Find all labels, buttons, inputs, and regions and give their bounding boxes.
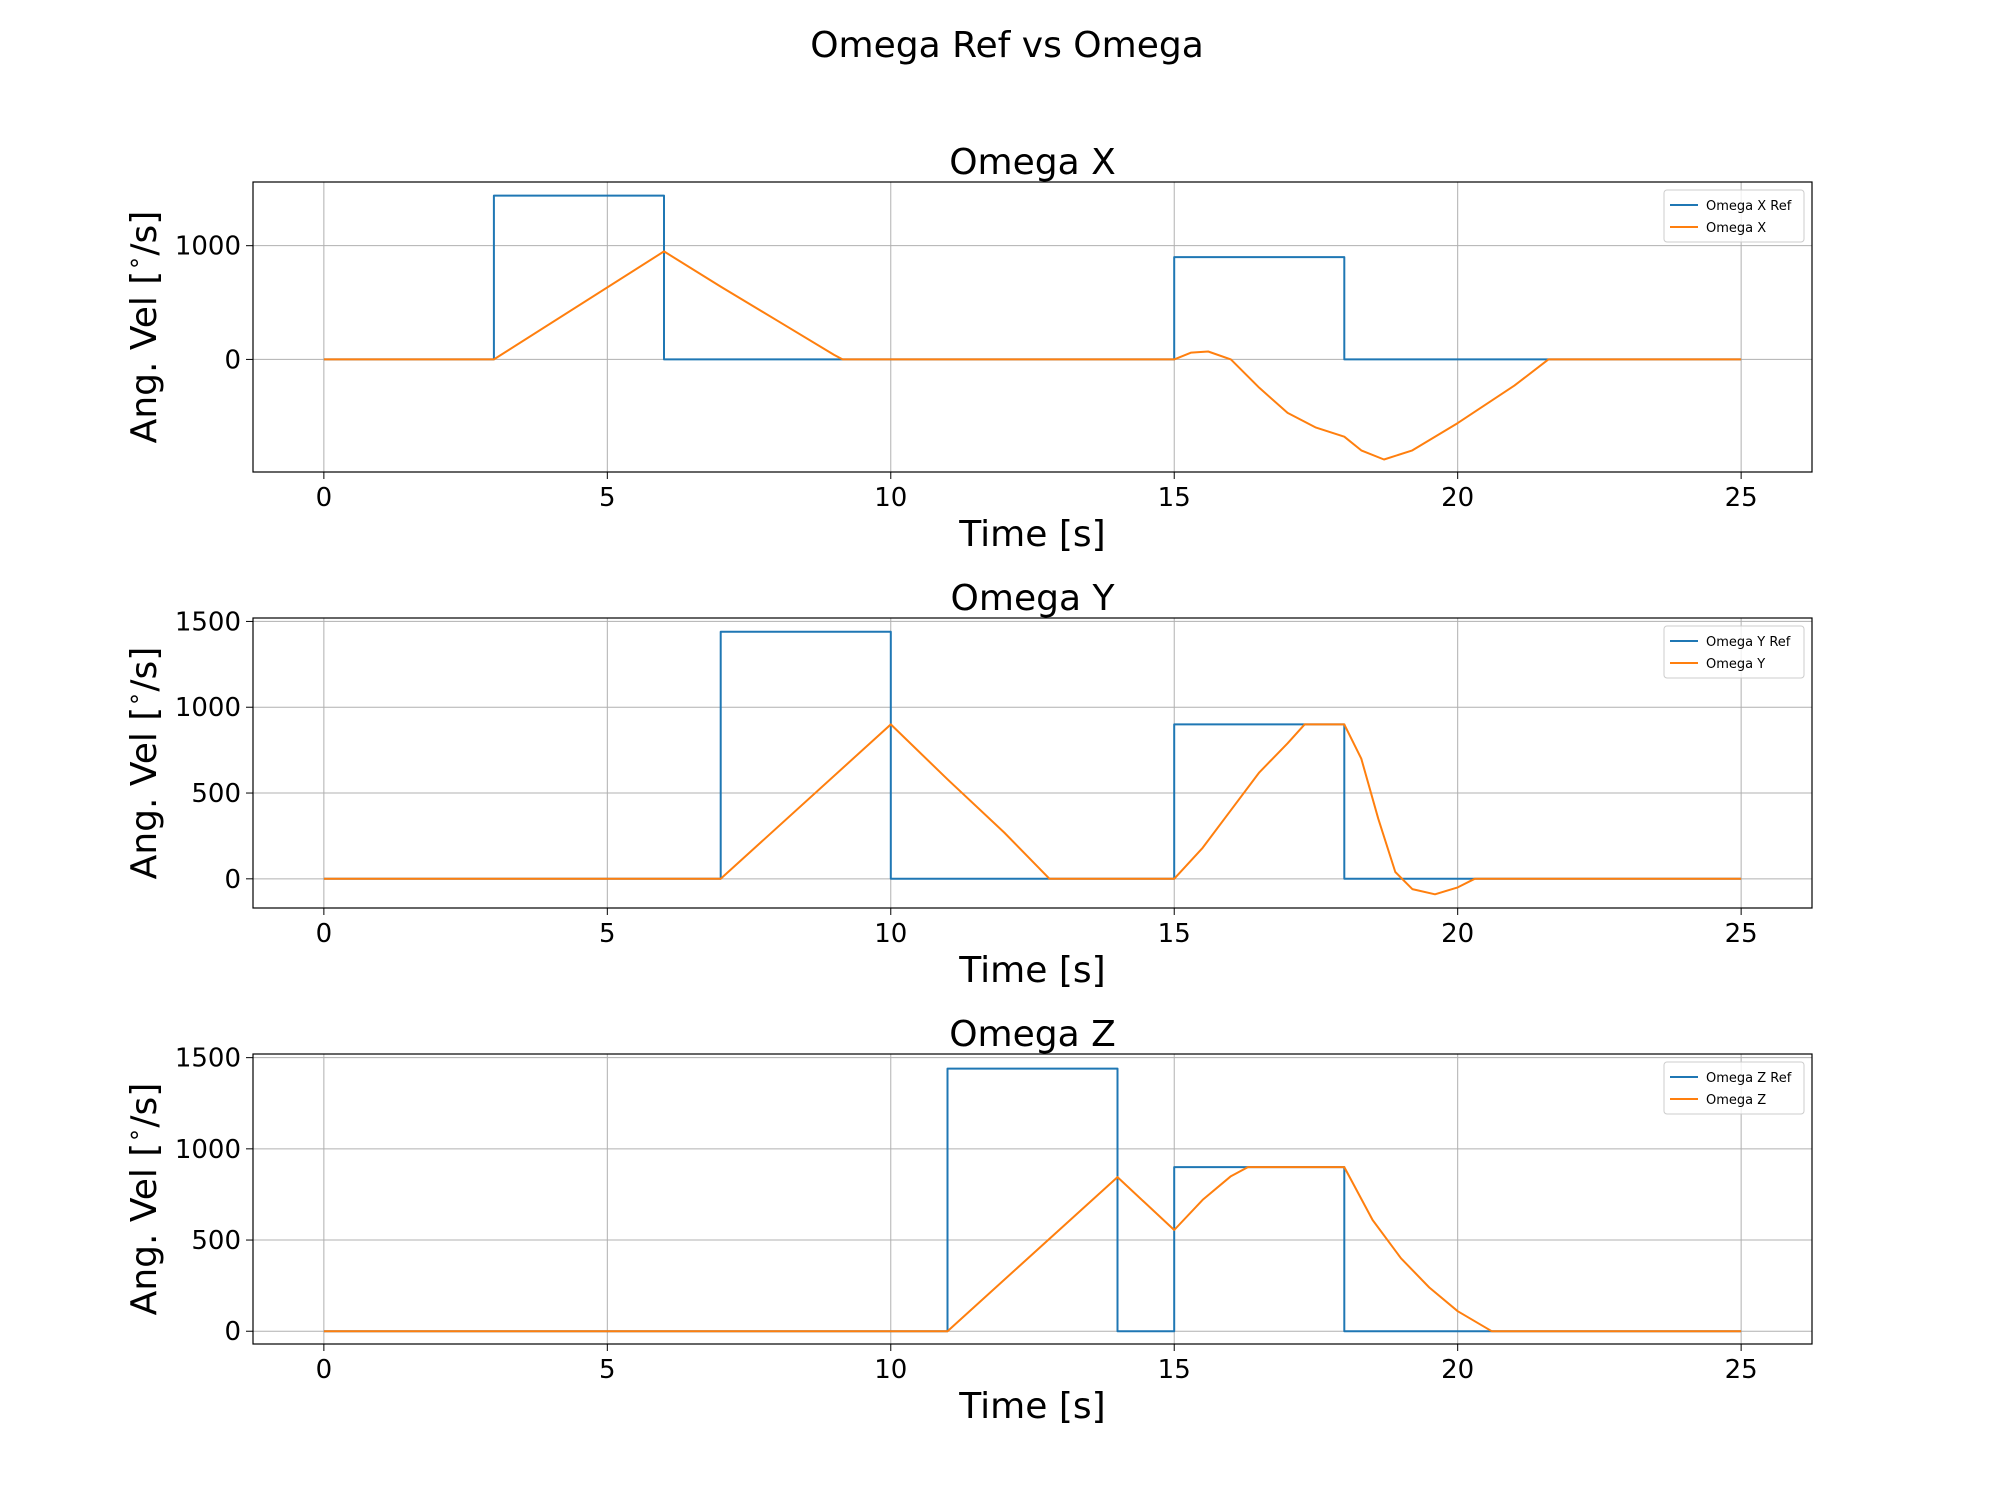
x-tick-label: 0 [316,1355,333,1385]
y-tick-label: 1000 [175,232,241,262]
x-tick-label: 15 [1158,1355,1191,1385]
x-tick-label: 20 [1441,919,1474,949]
x-tick-label: 20 [1441,1355,1474,1385]
legend-box [1663,1061,1805,1115]
series-line-measured [323,1166,1742,1333]
legend-entry: Omega X [1706,221,1766,236]
legend-entry: Omega X Ref [1706,199,1792,214]
legend-box [1663,625,1805,679]
subplot-2: 0 5 10 15 20 25 0 500 1000 1500 Omega Y Time [s] Ang… [120,578,1813,991]
series-line-measured [323,723,1742,896]
subplot-1: 0 5 10 15 20 25 0 1000 Omega X Time [s] Ang. Vel [… [120,142,1813,555]
x-tick-label: 20 [1441,483,1474,513]
y-tick-label: 1000 [175,693,241,723]
x-tick-label: 10 [874,483,907,513]
subplot-title: Omega X [949,142,1116,183]
y-tick-label: 1500 [175,1044,241,1074]
x-tick-label: 0 [316,483,333,513]
legend-box [1663,189,1805,243]
y-axis-label: Ang. Vel [∘/s] [120,211,165,444]
y-tick-label: 0 [224,865,241,895]
series-line-reference [323,1067,1742,1333]
y-axis-label: Ang. Vel [∘/s] [120,647,165,880]
x-tick-label: 10 [874,919,907,949]
x-axis-label: Time [s] [958,514,1105,555]
series-line-reference [323,630,1742,880]
x-tick-label: 15 [1158,919,1191,949]
x-tick-label: 25 [1725,483,1758,513]
x-axis-label: Time [s] [958,950,1105,991]
plot-frame [252,1053,1813,1345]
y-tick-label: 1500 [175,607,241,637]
legend-entry: Omega Z [1706,1093,1766,1108]
y-tick-label: 1000 [175,1135,241,1165]
legend-entry: Omega Y [1706,657,1765,672]
legend: Omega Y Ref Omega Y [1663,625,1805,679]
y-tick-label: 0 [224,1317,241,1347]
x-tick-label: 10 [874,1355,907,1385]
x-tick-label: 5 [599,483,616,513]
y-tick-label: 0 [224,345,241,375]
y-axis-label: Ang. Vel [∘/s] [120,1083,165,1316]
x-axis-label: Time [s] [958,1386,1105,1427]
plot-frame [252,181,1813,473]
subplot-3: 0 5 10 15 20 25 0 500 1000 1500 Omega Z Time [s] Ang… [120,1014,1813,1427]
x-tick-label: 5 [599,1355,616,1385]
legend-entry: Omega Y Ref [1706,635,1791,650]
legend: Omega X Ref Omega X [1663,189,1805,243]
plot-frame [252,617,1813,909]
x-tick-label: 5 [599,919,616,949]
figure-title: Omega Ref vs Omega [810,25,1204,66]
y-tick-label: 500 [191,779,241,809]
x-tick-label: 0 [316,919,333,949]
legend-entry: Omega Z Ref [1706,1071,1792,1086]
x-tick-label: 15 [1158,483,1191,513]
legend: Omega Z Ref Omega Z [1663,1061,1805,1115]
series-line-measured [323,250,1742,461]
x-tick-label: 25 [1725,1355,1758,1385]
subplot-title: Omega Y [951,578,1116,619]
y-tick-label: 500 [191,1226,241,1256]
x-tick-label: 25 [1725,919,1758,949]
subplot-title: Omega Z [949,1014,1116,1055]
